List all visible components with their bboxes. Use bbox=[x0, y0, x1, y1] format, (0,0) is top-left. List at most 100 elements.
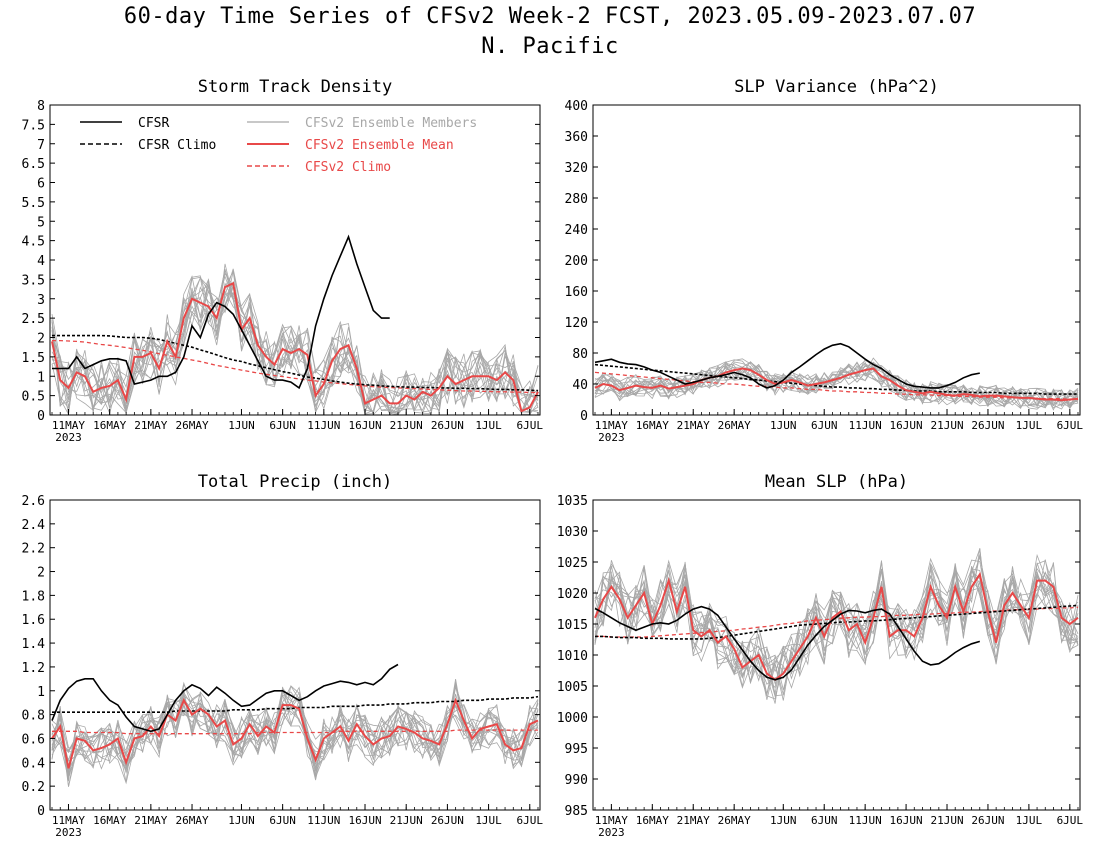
cfsr-climo-line bbox=[52, 334, 539, 392]
y-tick-label: 3.5 bbox=[22, 273, 45, 288]
x-tick-label: 21MAY bbox=[134, 419, 167, 432]
ensemble-mean-line bbox=[594, 571, 1079, 682]
cfsr-climo-line bbox=[594, 363, 1078, 395]
series-group bbox=[594, 548, 1079, 704]
x-tick-label: 16JUN bbox=[890, 814, 923, 827]
ensemble-member-line bbox=[594, 363, 1079, 406]
x-tick-label: 26JUN bbox=[971, 419, 1004, 432]
figure-title: 60-day Time Series of CFSv2 Week-2 FCST,… bbox=[123, 4, 977, 29]
y-tick-label: 990 bbox=[565, 773, 588, 788]
y-tick-label: 0.5 bbox=[22, 390, 45, 405]
y-tick-label: 4 bbox=[37, 254, 45, 269]
x-tick-label: 6JUN bbox=[269, 419, 296, 432]
x-tick-label: 11MAY bbox=[595, 814, 628, 827]
x-tick-label: 6JUN bbox=[269, 814, 296, 827]
cfsr-line bbox=[51, 663, 399, 733]
x-tick-year-label: 2023 bbox=[598, 431, 625, 444]
y-tick-label: 5.5 bbox=[22, 196, 45, 211]
panel-title: Total Precip (inch) bbox=[198, 472, 392, 492]
y-tick-label: 360 bbox=[565, 130, 588, 145]
ensemble-member-line bbox=[594, 560, 1079, 696]
panel-title: Storm Track Density bbox=[198, 77, 392, 97]
x-tick-label: 6JUL bbox=[1057, 419, 1084, 432]
y-tick-label: 2 bbox=[37, 566, 45, 581]
series-group bbox=[594, 342, 1079, 411]
y-tick-label: 3 bbox=[37, 293, 45, 308]
cfsv2-climo-line bbox=[52, 339, 538, 394]
y-tick-label: 240 bbox=[565, 223, 588, 238]
x-tick-label: 26MAY bbox=[175, 419, 208, 432]
x-tick-label: 1JUL bbox=[475, 814, 502, 827]
x-tick-label: 11JUN bbox=[307, 814, 340, 827]
y-tick-label: 2.4 bbox=[22, 518, 46, 533]
ensemble-member-line bbox=[51, 286, 539, 415]
x-tick-label: 21MAY bbox=[677, 814, 710, 827]
y-tick-label: 995 bbox=[565, 742, 588, 757]
y-tick-label: 400 bbox=[565, 99, 588, 114]
panel-storm-track-density: Storm Track Density 0 0.5 1 1.5 2 2.5 3 3.5 4 4.5 5… bbox=[22, 77, 544, 444]
ensemble-mean-line bbox=[51, 281, 539, 413]
ensemble-member-line bbox=[51, 686, 539, 787]
y-tick-label: 1015 bbox=[557, 618, 588, 633]
legend-label-ensemble-mean: CFSv2 Ensemble Mean bbox=[305, 138, 454, 153]
y-tick-label: 985 bbox=[565, 804, 588, 819]
series-group bbox=[51, 234, 539, 415]
x-tick-label: 11JUN bbox=[849, 814, 882, 827]
ensemble-member-line bbox=[51, 277, 539, 415]
legend-label-members: CFSv2 Ensemble Members bbox=[305, 116, 477, 131]
x-tick-label: 6JUN bbox=[811, 419, 838, 432]
x-tick-label: 21JUN bbox=[390, 419, 423, 432]
legend-label-cfsv2-climo: CFSv2 Climo bbox=[305, 160, 391, 175]
x-tick-year-label: 2023 bbox=[55, 826, 82, 839]
legend-label-cfsr-climo: CFSR Climo bbox=[138, 138, 216, 153]
panel-mean-slp: Mean SLP (hPa) 985 990 995 1000 1005 1010 1015 1… bbox=[557, 472, 1084, 839]
x-tick-year-label: 2023 bbox=[55, 431, 82, 444]
x-tick-label: 1JUN bbox=[770, 419, 797, 432]
ensemble-member-line bbox=[51, 268, 539, 415]
figure-subtitle: N. Pacific bbox=[481, 34, 619, 59]
x-tick-label: 6JUL bbox=[517, 814, 544, 827]
plot-frame bbox=[49, 499, 541, 811]
y-tick-label: 1025 bbox=[557, 556, 588, 571]
cfsr-climo-line bbox=[595, 604, 1079, 640]
ensemble-member-line bbox=[51, 289, 539, 415]
y-tick-label: 1035 bbox=[557, 494, 588, 509]
x-tick-label: 16MAY bbox=[93, 419, 126, 432]
x-tick-label: 26JUN bbox=[431, 419, 464, 432]
y-tick-label: 1.2 bbox=[22, 661, 45, 676]
y-tick-label: 1005 bbox=[557, 680, 588, 695]
x-tick-label: 6JUL bbox=[1057, 814, 1084, 827]
ensemble-member-line bbox=[594, 357, 1079, 407]
y-tick-label: 2.2 bbox=[22, 542, 45, 557]
y-tick-label: 1010 bbox=[557, 649, 588, 664]
y-tick-label: 5 bbox=[37, 215, 45, 230]
y-tick-label: 7 bbox=[37, 138, 45, 153]
x-tick-label: 26MAY bbox=[175, 814, 208, 827]
plot-frame bbox=[592, 499, 1081, 811]
x-tick-label: 6JUN bbox=[811, 814, 838, 827]
x-tick-label: 26JUN bbox=[431, 814, 464, 827]
cfsr-line bbox=[594, 342, 980, 389]
series-group bbox=[51, 663, 539, 787]
y-tick-label: 80 bbox=[572, 347, 588, 362]
x-tick-label: 1JUL bbox=[1016, 419, 1043, 432]
ensemble-member-line bbox=[594, 548, 1079, 689]
x-tick-label: 11JUN bbox=[849, 419, 882, 432]
ensemble-member-line bbox=[51, 686, 539, 768]
x-tick-label: 16JUN bbox=[348, 419, 381, 432]
ensemble-member-line bbox=[51, 682, 539, 785]
x-tick-label: 16JUN bbox=[890, 419, 923, 432]
x-tick-label: 1JUN bbox=[228, 419, 255, 432]
plot-frame bbox=[592, 104, 1081, 416]
y-tick-label: 0 bbox=[37, 804, 45, 819]
legend: CFSR CFSR Climo CFSv2 Ensemble Members CFSv… bbox=[80, 116, 477, 175]
y-tick-label: 320 bbox=[565, 161, 588, 176]
y-tick-label: 200 bbox=[565, 254, 588, 269]
ensemble-mean-line bbox=[594, 367, 1079, 402]
y-tick-label: 120 bbox=[565, 316, 588, 331]
ensemble-member-line bbox=[594, 366, 1079, 406]
x-tick-label: 11MAY bbox=[52, 814, 85, 827]
y-tick-label: 0 bbox=[580, 409, 588, 424]
x-tick-label: 16MAY bbox=[636, 419, 669, 432]
